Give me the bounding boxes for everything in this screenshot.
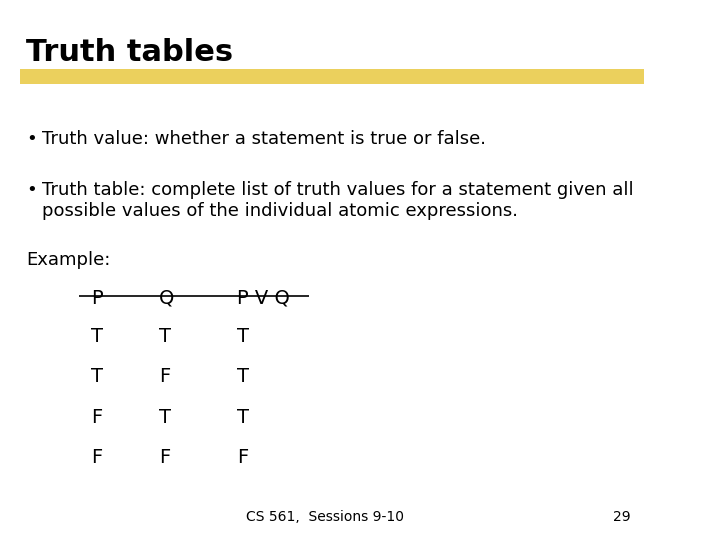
Text: •: •	[26, 181, 37, 199]
FancyBboxPatch shape	[19, 69, 644, 84]
Text: Example:: Example:	[26, 251, 110, 269]
Text: Truth table: complete list of truth values for a statement given all
possible va: Truth table: complete list of truth valu…	[42, 181, 634, 220]
Text: P: P	[91, 289, 103, 308]
Text: F: F	[159, 448, 171, 467]
Text: P V Q: P V Q	[238, 289, 290, 308]
Text: T: T	[238, 367, 249, 386]
Text: Truth value: whether a statement is true or false.: Truth value: whether a statement is true…	[42, 130, 486, 147]
Text: T: T	[238, 327, 249, 346]
Text: F: F	[159, 367, 171, 386]
Text: F: F	[238, 448, 248, 467]
Text: T: T	[91, 327, 103, 346]
Text: Q: Q	[159, 289, 175, 308]
Text: T: T	[159, 327, 171, 346]
Text: •: •	[26, 130, 37, 147]
Text: F: F	[91, 448, 102, 467]
Text: T: T	[91, 367, 103, 386]
Text: F: F	[91, 408, 102, 427]
Text: T: T	[159, 408, 171, 427]
Text: Truth tables: Truth tables	[26, 38, 233, 67]
Text: T: T	[238, 408, 249, 427]
Text: CS 561,  Sessions 9-10: CS 561, Sessions 9-10	[246, 510, 404, 524]
Text: 29: 29	[613, 510, 631, 524]
